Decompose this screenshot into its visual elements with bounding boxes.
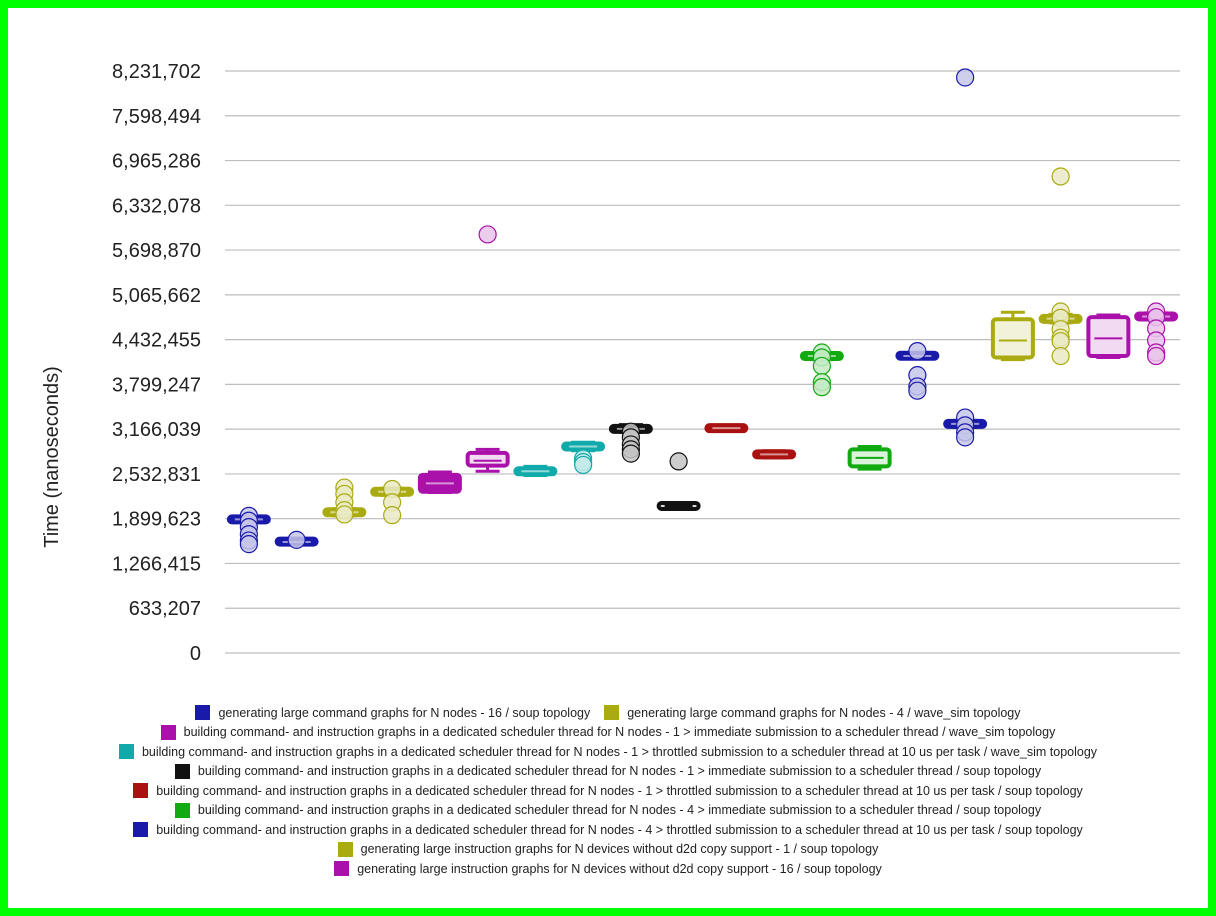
data-point (621, 444, 640, 463)
legend-item: building command- and instruction graphs… (133, 783, 1083, 799)
legend-swatch (334, 861, 350, 877)
box-group (943, 68, 988, 447)
y-tick-label: 633,207 (129, 598, 201, 620)
legend-label: building command- and instruction graphs… (197, 764, 1042, 779)
box-group (799, 343, 844, 397)
y-tick-label: 1,266,415 (112, 553, 201, 575)
legend-item: building command- and instruction graphs… (160, 724, 1056, 740)
box-group (704, 423, 749, 434)
data-point (956, 428, 975, 447)
legend-row: generating large command graphs for N no… (8, 703, 1208, 723)
legend-swatch (174, 763, 190, 779)
legend-row: building command- and instruction graphs… (8, 801, 1208, 821)
legend-row: generating large instruction graphs for … (8, 840, 1208, 860)
legend-label: building command- and instruction graphs… (197, 803, 1042, 818)
box-group (990, 310, 1035, 362)
legend-swatch (160, 724, 176, 740)
data-point (812, 378, 831, 397)
legend-swatch (337, 841, 353, 857)
box-group (465, 225, 510, 473)
box-group (370, 479, 415, 525)
legend-label: building command- and instruction graphs… (156, 822, 1083, 837)
legend-swatch (195, 705, 211, 721)
legend-swatch (174, 802, 190, 818)
data-point (383, 506, 402, 525)
legend-label: generating large instruction graphs for … (357, 861, 882, 876)
box-group (608, 422, 653, 463)
y-tick-label: 6,332,078 (112, 195, 201, 217)
legend-swatch (133, 822, 149, 838)
data-point (574, 455, 593, 475)
data-point (812, 356, 831, 376)
legend-label: building command- and instruction graphs… (183, 725, 1056, 740)
legend-label: building command- and instruction graphs… (141, 744, 1098, 759)
data-point (1051, 346, 1070, 366)
y-tick-label: 5,065,662 (112, 285, 201, 307)
y-tick-label: 5,698,870 (112, 240, 201, 262)
legend-row: building command- and instruction graphs… (8, 781, 1208, 801)
legend-item: building command- and instruction graphs… (118, 744, 1098, 760)
box-group (752, 449, 797, 460)
y-tick-label: 1,899,623 (112, 509, 201, 531)
legend-row: building command- and instruction graphs… (8, 742, 1208, 762)
y-tick-label: 3,799,247 (112, 374, 201, 396)
legend: generating large command graphs for N no… (8, 703, 1208, 879)
legend-item: building command- and instruction graphs… (174, 763, 1042, 779)
box-group (226, 506, 271, 554)
legend-label: generating large command graphs for N no… (218, 705, 591, 720)
data-point (287, 530, 306, 549)
box-body (1086, 315, 1131, 359)
box-group (322, 478, 367, 524)
data-point (908, 342, 927, 361)
y-axis-label: Time (nanoseconds) (41, 366, 63, 548)
box-group (561, 440, 606, 475)
box-group (274, 530, 319, 549)
box-group (417, 470, 462, 495)
y-tick-label: 6,965,286 (112, 151, 201, 173)
box-body (990, 317, 1035, 360)
y-tick-label: 4,432,455 (112, 330, 201, 352)
data-point (239, 535, 258, 554)
legend-item: generating large instruction graphs for … (337, 841, 879, 857)
y-tick-label: 7,598,494 (112, 106, 201, 128)
data-point (956, 68, 975, 87)
y-tick-label: 2,532,831 (112, 464, 201, 486)
legend-label: generating large instruction graphs for … (360, 842, 879, 857)
data-point (1147, 346, 1166, 366)
box-group (1134, 302, 1179, 366)
box-group (847, 445, 892, 471)
box-group (656, 452, 701, 511)
y-tick-label: 8,231,702 (112, 61, 201, 83)
legend-row: building command- and instruction graphs… (8, 762, 1208, 782)
legend-row: building command- and instruction graphs… (8, 820, 1208, 840)
box-group (1038, 167, 1083, 366)
legend-item: generating large command graphs for N no… (195, 705, 591, 721)
legend-row: building command- and instruction graphs… (8, 723, 1208, 743)
data-point (669, 452, 688, 471)
legend-item: generating large instruction graphs for … (334, 861, 882, 877)
legend-label: building command- and instruction graphs… (156, 783, 1083, 798)
legend-item: building command- and instruction graphs… (174, 802, 1042, 818)
legend-swatch (118, 744, 134, 760)
data-point (335, 505, 354, 524)
legend-item: generating large command graphs for N no… (604, 705, 1021, 721)
legend-row: generating large instruction graphs for … (8, 859, 1208, 879)
legend-label: generating large command graphs for N no… (627, 705, 1021, 720)
box-body (465, 450, 510, 468)
legend-swatch (604, 705, 620, 721)
data-point (1051, 167, 1070, 186)
data-point (908, 381, 927, 400)
box-group (895, 342, 940, 400)
legend-item: building command- and instruction graphs… (133, 822, 1083, 838)
y-tick-label: 3,166,039 (112, 419, 201, 441)
y-tick-label: 0 (190, 643, 201, 665)
data-point (478, 225, 497, 244)
box-plot-chart: Time (nanoseconds) 0 633,207 1,266,415 1,89… (41, 61, 1180, 665)
box-group (1086, 313, 1131, 359)
box-group (513, 464, 558, 478)
legend-swatch (133, 783, 149, 799)
